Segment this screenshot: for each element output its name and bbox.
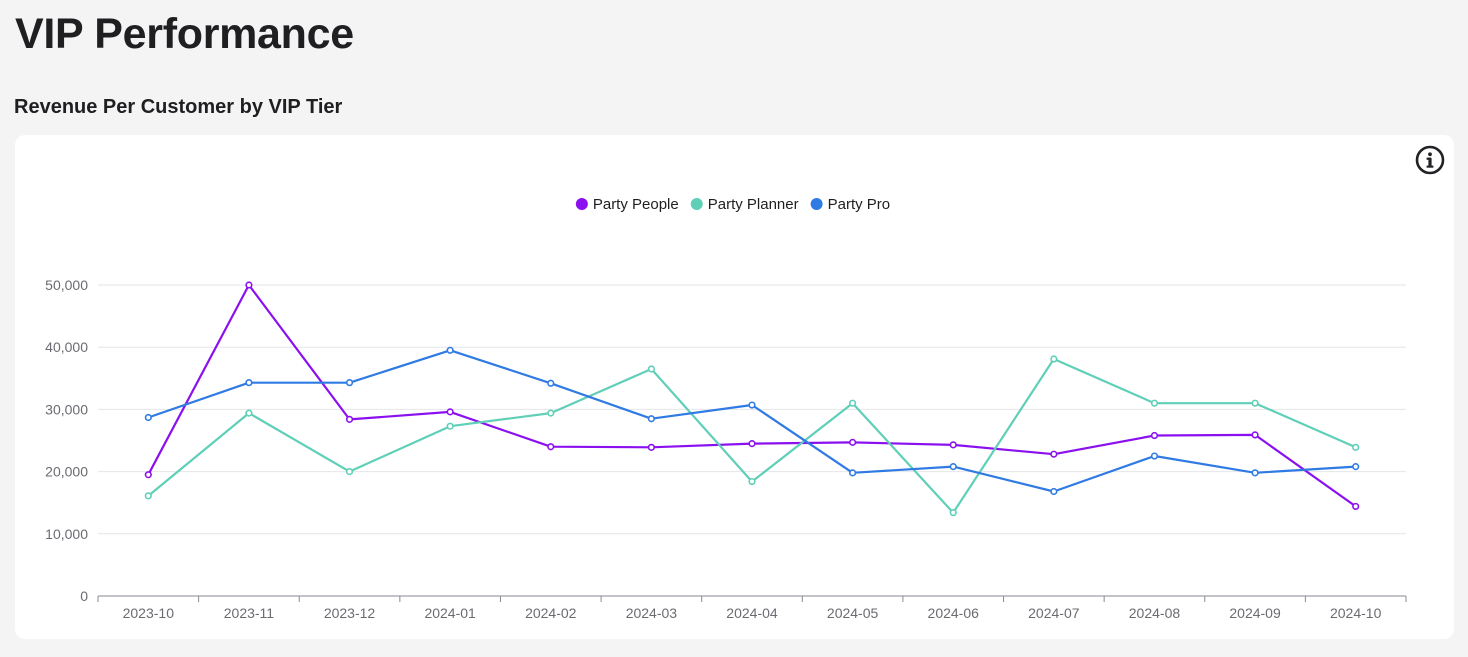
data-point (547, 443, 555, 451)
data-point (1352, 463, 1360, 471)
x-tick-label: 2024-07 (1028, 605, 1080, 621)
data-point (1251, 399, 1259, 407)
y-tick-label: 0 (80, 588, 88, 604)
data-point (144, 492, 152, 500)
data-point (1150, 452, 1159, 460)
legend-item[interactable]: Party Pro (810, 196, 891, 213)
x-tick-label: 2024-02 (525, 605, 577, 621)
data-point (647, 415, 655, 423)
data-point (647, 365, 655, 373)
legend-label: Party Planner (708, 196, 799, 213)
x-tick-label: 2024-03 (626, 605, 678, 621)
series-party-pro (144, 346, 1360, 496)
page-title: VIP Performance (15, 10, 354, 58)
x-tick-label: 2024-08 (1129, 605, 1181, 621)
legend-label: Party Pro (828, 196, 891, 213)
data-point (144, 413, 152, 422)
y-tick-label: 40,000 (45, 339, 88, 355)
y-tick-label: 30,000 (45, 401, 88, 417)
series-line (147, 283, 1357, 508)
series-line (147, 349, 1356, 493)
data-point (547, 379, 555, 387)
data-point (245, 409, 253, 417)
data-point (849, 469, 857, 477)
data-point (446, 408, 454, 416)
y-tick-label: 10,000 (45, 526, 88, 542)
x-tick-label: 2024-10 (1330, 605, 1382, 621)
data-point (345, 468, 354, 476)
data-point (1352, 502, 1360, 511)
data-point (446, 346, 454, 354)
chart-card (15, 135, 1454, 639)
data-point (949, 463, 957, 471)
legend-item[interactable]: Party People (575, 196, 679, 213)
data-point (1150, 431, 1159, 440)
info-icon[interactable] (1415, 145, 1445, 175)
data-point (144, 471, 152, 479)
data-point (345, 415, 354, 423)
data-point (1251, 469, 1259, 477)
legend-label: Party People (593, 196, 679, 213)
data-point (1050, 355, 1058, 363)
data-point (446, 422, 454, 430)
data-point (1352, 443, 1360, 451)
data-point (949, 441, 957, 449)
x-tick-label: 2024-01 (424, 605, 476, 621)
x-tick-label: 2023-12 (324, 605, 376, 621)
y-axis: 0 10,000 20,000 30,000 40,000 50,000 (45, 277, 88, 604)
x-tick-label: 2024-05 (827, 605, 879, 621)
data-point (748, 401, 756, 409)
data-point (1150, 399, 1159, 407)
y-tick-label: 50,000 (45, 277, 88, 293)
series-party-planner (144, 355, 1360, 517)
x-tick-label: 2024-09 (1229, 605, 1281, 621)
y-tick-label: 20,000 (45, 464, 88, 480)
data-point (647, 443, 655, 451)
data-point (1251, 431, 1259, 439)
x-tick-label: 2023-11 (224, 605, 275, 621)
data-point (547, 409, 555, 417)
y-grid (98, 284, 1406, 535)
data-point (1050, 487, 1058, 496)
data-point (245, 379, 253, 387)
legend-marker (575, 198, 588, 210)
series-party-people (144, 281, 1360, 511)
data-point (949, 509, 957, 517)
data-point (849, 438, 857, 446)
data-point (748, 477, 756, 486)
x-tick-label: 2023-10 (123, 605, 175, 621)
data-point (849, 399, 857, 407)
legend-marker (810, 198, 823, 210)
plot-series (144, 281, 1360, 517)
legend: Party People Party Planner Party Pro (575, 196, 891, 213)
section-title: Revenue Per Customer by VIP Tier (14, 96, 343, 118)
x-axis: 2023-10 2023-11 2023-12 2024-01 2024-02 2024-… (97, 595, 1407, 621)
legend-marker (690, 198, 703, 210)
data-point (345, 379, 354, 387)
data-point (748, 440, 756, 448)
data-point (1050, 450, 1058, 458)
data-point (245, 281, 253, 289)
legend-item[interactable]: Party Planner (690, 196, 799, 213)
x-tick-label: 2024-04 (726, 605, 778, 621)
x-tick-label: 2024-06 (928, 605, 980, 621)
